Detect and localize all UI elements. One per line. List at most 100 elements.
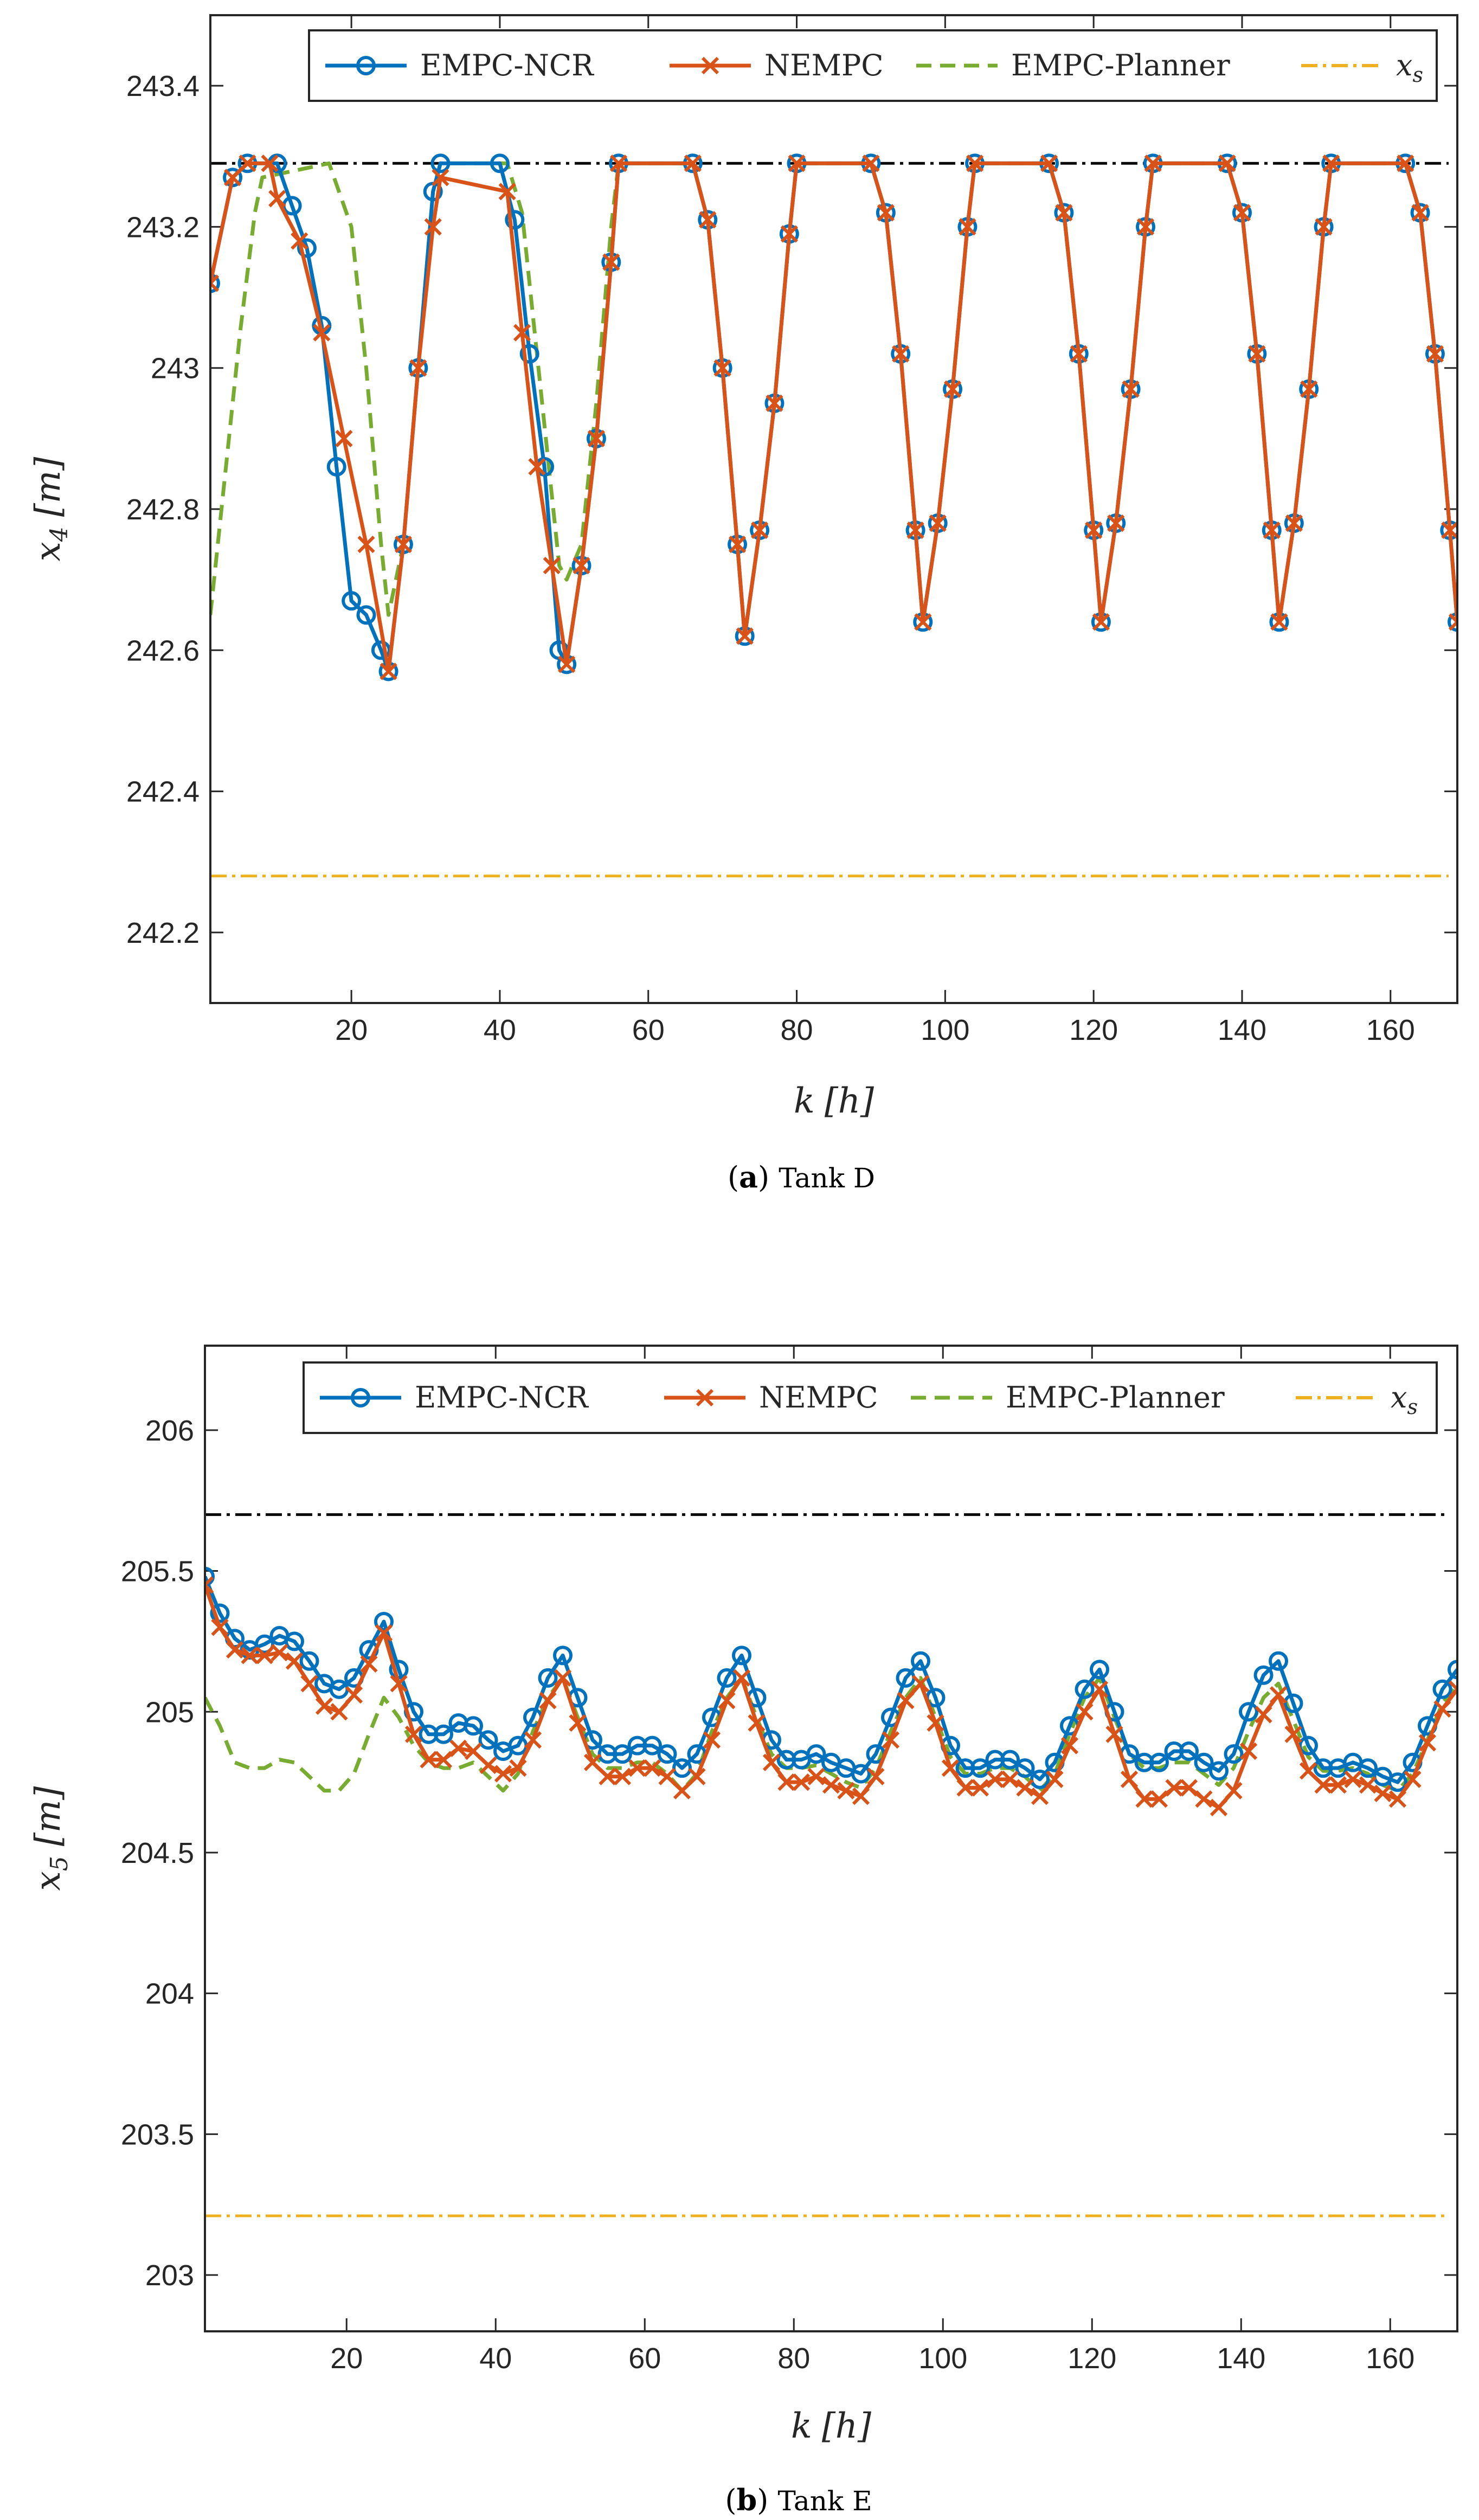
data-point-nempc — [911, 1675, 930, 1693]
data-point-nempc — [1085, 521, 1103, 539]
legend-marker-ncr — [351, 1388, 370, 1407]
data-point-nempc — [573, 556, 590, 575]
data-point-nempc — [1269, 1686, 1288, 1704]
legend-label-xs: xs — [1396, 48, 1423, 87]
data-point-nempc — [1433, 1700, 1451, 1718]
data-point-nempc — [1344, 1770, 1362, 1789]
data-point-nempc — [268, 190, 286, 208]
data-point-nempc — [792, 1773, 811, 1791]
data-point-nempc — [583, 1753, 602, 1771]
data-point-nempc — [609, 155, 628, 172]
data-point-ncr — [1194, 1752, 1214, 1772]
data-point-nempc — [241, 1647, 259, 1664]
data-point-nempc — [684, 155, 702, 172]
data-point-nempc — [1122, 380, 1140, 398]
data-point-nempc — [1195, 1790, 1213, 1808]
data-point-nempc — [394, 535, 413, 554]
data-point-nempc — [1180, 1779, 1198, 1797]
data-point-nempc — [494, 1765, 512, 1783]
data-point-ncr — [1432, 1679, 1452, 1699]
data-point-ncr — [657, 1744, 677, 1764]
data-point-ncr — [806, 1744, 826, 1764]
data-point-ncr — [210, 1603, 230, 1623]
data-point-nempc — [777, 1773, 795, 1791]
data-point-nempc — [211, 1618, 229, 1636]
data-point-nempc — [345, 1686, 363, 1704]
data-point-ncr — [1149, 1752, 1169, 1772]
data-point-nempc — [862, 155, 880, 172]
data-point-nempc — [424, 218, 442, 236]
data-point-nempc — [1233, 204, 1251, 222]
data-point-nempc — [643, 1759, 661, 1777]
legend-label: NEMPC — [759, 1380, 878, 1415]
data-point-nempc — [1135, 1790, 1153, 1808]
data-point-nempc — [599, 1767, 616, 1785]
data-point-nempc — [1300, 380, 1318, 398]
data-point-nempc — [271, 1644, 288, 1662]
data-point-nempc — [1225, 1782, 1243, 1799]
data-point-nempc — [223, 169, 242, 187]
y-axis-label: x5[m] — [28, 1786, 73, 1891]
x-tick-label: 60 — [632, 1014, 665, 1046]
data-point-nempc — [837, 1782, 855, 1799]
x-tick-label: 140 — [1218, 1014, 1266, 1046]
data-point-nempc — [1136, 218, 1155, 236]
data-point-ncr — [205, 1566, 215, 1586]
data-point-nempc — [1314, 1776, 1332, 1794]
data-point-nempc — [966, 155, 984, 172]
x-axis-label: k [h] — [794, 1081, 874, 1121]
data-point-nempc — [713, 359, 731, 377]
legend-label: EMPC-Planner — [1006, 1380, 1225, 1415]
legend-box — [308, 29, 1438, 102]
data-point-nempc — [1120, 1770, 1139, 1789]
x-tick-label: 20 — [335, 1014, 368, 1046]
data-point-nempc — [543, 556, 561, 575]
data-point-ncr — [1030, 1769, 1050, 1789]
data-point-nempc — [524, 1731, 542, 1749]
data-point-nempc — [929, 514, 947, 532]
data-point-nempc — [1248, 345, 1266, 363]
y-tick-label: 242.4 — [126, 776, 200, 808]
data-point-nempc — [1411, 204, 1429, 222]
data-point-nempc — [1218, 155, 1236, 172]
data-point-nempc — [558, 655, 576, 673]
data-point-nempc — [409, 359, 427, 377]
data-point-ncr — [430, 153, 451, 173]
data-point-nempc — [449, 1739, 467, 1757]
data-point-nempc — [914, 613, 932, 631]
data-point-ncr — [553, 1645, 573, 1666]
data-point-nempc — [226, 1641, 244, 1659]
data-point-nempc — [528, 458, 546, 476]
y-tick-label: 243.2 — [126, 211, 200, 243]
data-point-nempc — [498, 183, 516, 201]
data-point-ncr — [255, 1634, 274, 1654]
series-line-empc-planner — [205, 1676, 1457, 1793]
data-point-nempc — [380, 663, 397, 680]
data-point-ncr — [538, 1668, 558, 1688]
data-point-nempc — [291, 232, 308, 250]
data-point-ncr — [490, 153, 510, 173]
x-tick-label: 120 — [1069, 1014, 1118, 1046]
data-point-nempc — [1426, 345, 1444, 363]
x-tick-label: 40 — [484, 1014, 516, 1046]
data-point-nempc — [986, 1770, 1004, 1789]
data-point-ncr — [1448, 1660, 1457, 1680]
data-point-nempc — [1040, 155, 1058, 172]
data-point-nempc — [1284, 1725, 1302, 1743]
data-point-nempc — [420, 1751, 438, 1769]
data-point-nempc — [1076, 1703, 1094, 1721]
chart-tank-d: 20 40 60 80 100 120 140 160 242.2 242.4 242.6 242.8… — [28, 14, 1458, 1194]
data-point-nempc — [732, 1669, 751, 1687]
legend-box — [303, 1361, 1438, 1434]
data-point-ncr — [299, 1651, 319, 1671]
series-line-nempc — [210, 161, 1457, 673]
data-point-nempc — [1107, 514, 1125, 532]
data-point-nempc — [432, 169, 449, 187]
data-point-nempc — [1374, 1784, 1392, 1803]
data-point-nempc — [736, 627, 754, 645]
data-point-nempc — [699, 211, 717, 229]
data-point-ncr — [326, 457, 346, 477]
data-point-nempc — [509, 1759, 527, 1777]
data-point-nempc — [788, 155, 806, 172]
data-point-nempc — [464, 1742, 483, 1760]
